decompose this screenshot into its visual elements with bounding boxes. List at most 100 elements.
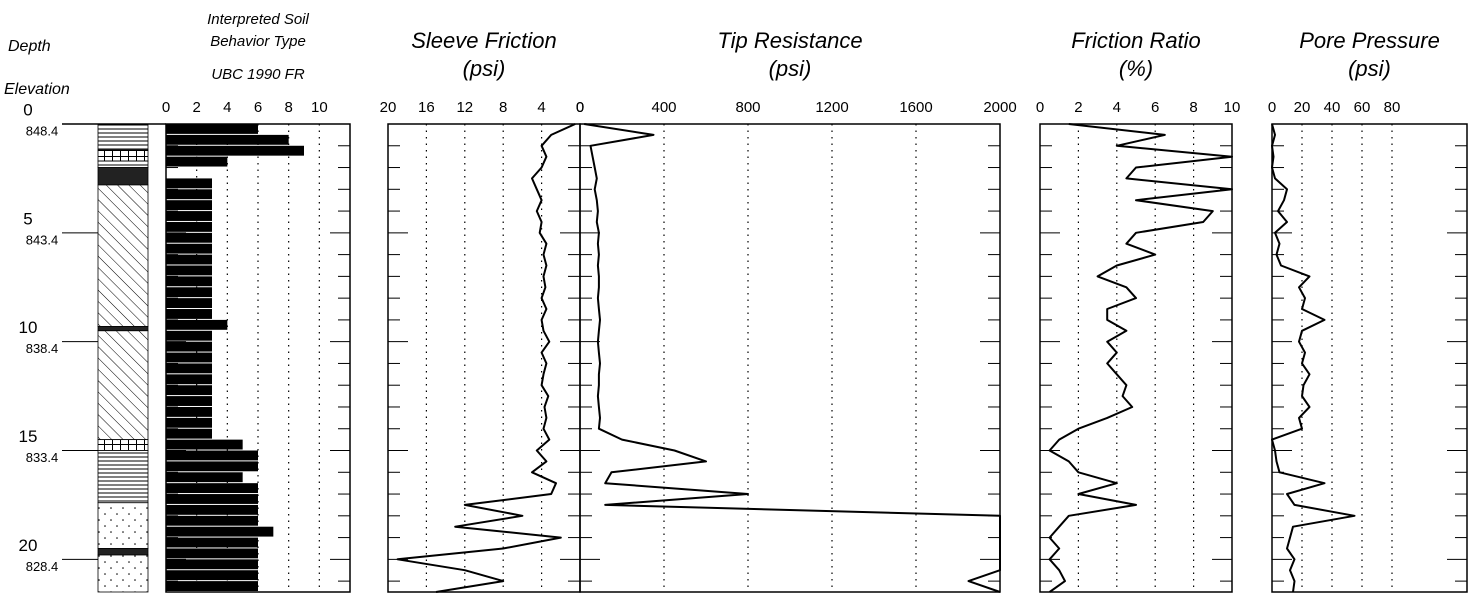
x-tick-label: 800 — [735, 99, 760, 116]
depth-label: 10 — [19, 318, 38, 337]
x-tick-label: 2 — [1074, 99, 1082, 116]
sbt-bar — [166, 417, 212, 428]
panel-frame — [1039, 123, 1233, 593]
sbt-bar — [166, 221, 212, 232]
sbt-bar — [166, 145, 304, 156]
x-tick-label: 20 — [1294, 99, 1311, 116]
soil-layer — [97, 123, 149, 151]
x-tick-label: 1600 — [899, 99, 932, 116]
x-tick-label: 4 — [1113, 99, 1121, 116]
x-tick-label: 4 — [537, 99, 545, 116]
x-tick-label: 80 — [1384, 99, 1401, 116]
profile-line — [396, 123, 576, 593]
panel-title: Interpreted Soil — [207, 11, 309, 28]
sbt-bar — [166, 178, 212, 189]
sbt-bar — [166, 461, 258, 472]
soil-layer — [97, 330, 149, 441]
soil-layer — [97, 439, 149, 451]
x-tick-label: 8 — [284, 99, 292, 116]
x-tick-label: 6 — [1151, 99, 1159, 116]
sbt-bar — [166, 428, 212, 439]
depth-title: Depth — [8, 38, 51, 55]
panel-title: Friction Ratio — [1071, 28, 1201, 53]
sbt-bar — [166, 483, 258, 494]
x-tick-label: 2 — [192, 99, 200, 116]
depth-label: 20 — [19, 536, 38, 555]
sbt-bar — [166, 134, 289, 145]
x-tick-label: 4 — [223, 99, 231, 116]
sbt-bar — [166, 363, 212, 374]
profile-line — [584, 123, 1001, 593]
x-tick-label: 60 — [1354, 99, 1371, 116]
soil-layer — [97, 554, 149, 593]
soil-layer — [97, 502, 149, 549]
depth-label: 5 — [23, 209, 32, 228]
elevation-label: 833.4 — [26, 450, 59, 465]
x-tick-label: 400 — [651, 99, 676, 116]
profile-line — [1271, 123, 1356, 593]
sbt-bar — [166, 570, 258, 581]
x-tick-label: 10 — [1224, 99, 1241, 116]
sbt-bar — [166, 537, 258, 548]
x-tick-label: 8 — [1189, 99, 1197, 116]
sbt-bar — [166, 515, 258, 526]
depth-label: 15 — [19, 427, 38, 446]
sbt-bar — [166, 374, 212, 385]
sbt-bar — [166, 189, 212, 200]
sbt-bar — [166, 494, 258, 504]
elevation-label: 838.4 — [26, 341, 59, 356]
sbt-bar — [166, 504, 258, 515]
panel-units: (psi) — [769, 56, 812, 81]
sbt-bar — [166, 124, 258, 134]
sbt-bar — [166, 232, 212, 243]
sbt-bar — [166, 385, 212, 396]
sbt-bar — [166, 330, 212, 341]
sbt-bar — [166, 548, 258, 559]
sbt-bar — [166, 526, 274, 537]
soil-layer — [97, 184, 149, 327]
soil-layer — [97, 149, 149, 162]
x-tick-label: 16 — [418, 99, 435, 116]
panel-title: Tip Resistance — [717, 28, 862, 53]
soil-layer — [97, 160, 149, 168]
sbt-bar — [166, 319, 228, 330]
elevation-label: 843.4 — [26, 232, 59, 247]
elevation-title: Elevation — [4, 81, 70, 98]
sbt-bar — [166, 472, 243, 483]
panel-frame — [579, 123, 1001, 593]
sbt-bar — [166, 439, 243, 450]
sbt-bar — [166, 298, 212, 309]
elevation-label: 828.4 — [26, 559, 59, 574]
profile-line — [1048, 123, 1233, 593]
sbt-bar — [166, 341, 212, 352]
x-tick-label: 12 — [456, 99, 473, 116]
sbt-bar — [166, 265, 212, 276]
sbt-bar — [166, 450, 258, 461]
sbt-bar — [166, 200, 212, 211]
sbt-bar — [166, 211, 212, 221]
panel-units: (psi) — [463, 56, 506, 81]
panel-title: Pore Pressure — [1299, 28, 1440, 53]
x-tick-label: 20 — [380, 99, 397, 116]
panel-units: (%) — [1119, 56, 1153, 81]
sbt-bar — [166, 396, 212, 406]
panel-units: (psi) — [1348, 56, 1391, 81]
panel-frame — [1271, 123, 1468, 593]
x-tick-label: 40 — [1324, 99, 1341, 116]
sbt-bar — [166, 581, 258, 591]
sbt-bar — [166, 559, 258, 570]
x-tick-label: 1200 — [815, 99, 848, 116]
soil-layer — [97, 326, 149, 332]
sbt-bar — [166, 243, 212, 254]
x-tick-label: 6 — [254, 99, 262, 116]
x-tick-label: 10 — [311, 99, 328, 116]
panel-title: Behavior Type — [210, 33, 306, 50]
x-tick-label: 0 — [162, 99, 170, 116]
elevation-label: 848.4 — [26, 123, 59, 138]
sbt-bar — [166, 406, 212, 417]
sbt-bar — [166, 254, 212, 265]
sbt-bar — [166, 276, 212, 287]
soil-layer — [97, 548, 149, 556]
